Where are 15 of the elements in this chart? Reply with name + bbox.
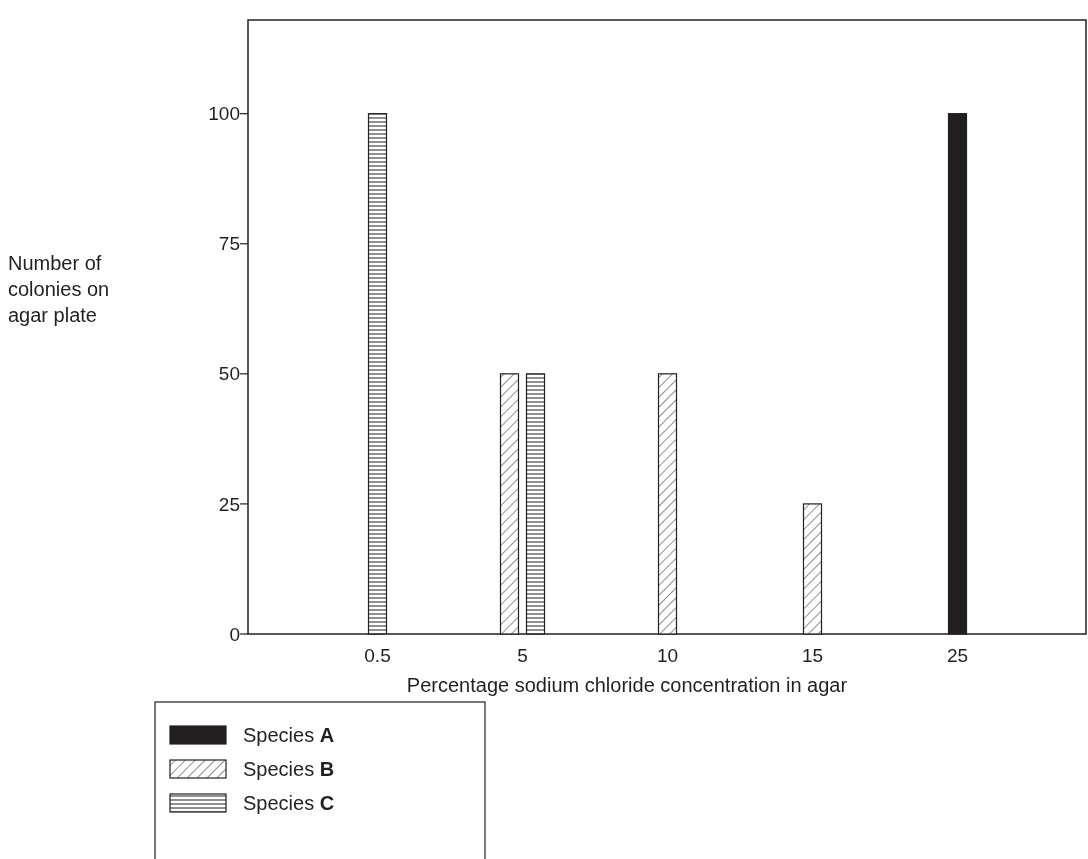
x-tick-label: 25 — [946, 645, 969, 666]
legend-label: Species A — [243, 724, 335, 746]
y-tick-label: 75 — [218, 233, 240, 255]
x-tick-label: 10 — [656, 645, 679, 666]
legend-label: Species B — [243, 758, 335, 780]
x-axis-title: Percentage sodium chloride concentration in agar — [406, 674, 848, 696]
y-tick-label: 100 — [208, 103, 240, 125]
legend-label: Species C — [243, 792, 335, 814]
y-axis-title: Number of colonies on agar plate — [8, 252, 110, 326]
y-tick-label: 25 — [218, 493, 240, 515]
x-tick-label: 5 — [517, 645, 528, 666]
x-tick-label: 15 — [801, 645, 824, 666]
y-tick-label: 0 — [229, 623, 240, 645]
y-tick-label: 50 — [218, 363, 240, 385]
x-tick-label: 0.5 — [364, 645, 391, 666]
